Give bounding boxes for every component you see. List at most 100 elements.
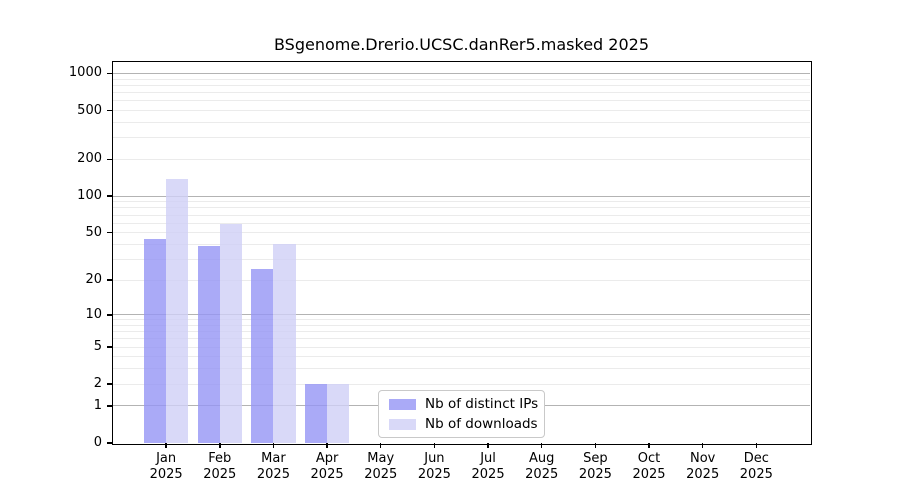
gridline-minor <box>113 78 810 80</box>
gridline-minor <box>113 258 810 260</box>
y-tick-mark <box>106 383 112 385</box>
x-tick-label: Feb 2025 <box>188 451 252 483</box>
x-tick-label-month: May <box>367 451 395 466</box>
x-tick-label-year: 2025 <box>310 467 344 482</box>
gridline-minor <box>113 232 810 234</box>
x-tick-label: Mar 2025 <box>241 451 305 483</box>
x-tick-mark <box>594 443 597 448</box>
bar-jan-downloads <box>166 179 189 443</box>
x-tick-mark <box>648 443 650 448</box>
x-tick-label-month: Oct <box>637 451 661 466</box>
x-tick-label-month: Dec <box>743 451 769 466</box>
x-tick-label-month: Jan <box>156 451 177 466</box>
y-tick-mark <box>106 72 112 75</box>
gridline-major <box>113 72 810 74</box>
x-tick-mark <box>755 443 758 448</box>
x-tick-label-month: Nov <box>689 451 716 466</box>
x-tick-label: Jun 2025 <box>402 451 466 483</box>
x-tick-label-year: 2025 <box>632 467 666 482</box>
x-tick-label-month: Aug <box>529 451 555 466</box>
gridline-minor <box>113 324 810 326</box>
gridline-minor <box>113 92 810 94</box>
y-tick-label: 50 <box>85 224 102 240</box>
y-tick-label: 200 <box>77 151 102 167</box>
y-tick-label: 5 <box>93 339 102 355</box>
y-tick-label: 100 <box>77 188 102 204</box>
y-tick-mark <box>106 405 112 407</box>
gridline-major <box>113 314 810 316</box>
x-tick-label: May 2025 <box>349 451 413 483</box>
x-tick-label-year: 2025 <box>364 467 398 482</box>
x-tick-mark <box>379 443 382 448</box>
x-tick-label-year: 2025 <box>578 467 612 482</box>
x-tick-mark <box>701 443 704 448</box>
x-tick-label-year: 2025 <box>525 467 559 482</box>
y-tick-mark <box>106 231 112 234</box>
x-tick-label-month: Jun <box>424 451 445 466</box>
x-tick-label-year: 2025 <box>256 467 290 482</box>
x-tick-label-year: 2025 <box>471 467 505 482</box>
x-tick-mark <box>433 443 436 448</box>
gridline-minor <box>113 110 810 111</box>
x-tick-label-month: Sep <box>583 451 608 466</box>
gridline-minor <box>113 319 810 321</box>
gridline-minor <box>113 356 810 358</box>
gridline-minor <box>113 338 810 340</box>
y-tick-mark <box>106 279 112 281</box>
y-tick-label: 0 <box>93 435 102 450</box>
y-tick-label: 500 <box>77 102 102 118</box>
y-tick-label: 10 <box>85 306 102 322</box>
bar-apr-ips <box>304 384 328 443</box>
bar-feb-downloads <box>219 224 243 443</box>
gridline-minor <box>113 331 810 333</box>
x-tick-label: Nov 2025 <box>671 451 735 483</box>
x-tick-mark <box>487 443 489 448</box>
legend-row-distinct-ips: Nb of distinct IPs <box>389 396 538 412</box>
gridline-minor <box>113 243 810 245</box>
y-tick-label: 1000 <box>68 65 102 81</box>
x-tick-label: Aug 2025 <box>510 451 574 483</box>
legend-label-distinct-ips: Nb of distinct IPs <box>425 396 539 412</box>
bar-mar-downloads <box>273 244 296 443</box>
gridline-minor <box>113 100 810 102</box>
x-tick-label-year: 2025 <box>739 467 773 482</box>
gridline-minor <box>113 207 810 209</box>
gridline-minor <box>113 279 810 281</box>
x-tick-label-month: Jul <box>480 451 496 466</box>
y-tick-mark <box>106 346 112 348</box>
legend-row-downloads: Nb of downloads <box>389 416 538 432</box>
y-tick-label: 2 <box>93 376 102 392</box>
bar-apr-downloads <box>327 384 350 443</box>
x-tick-mark <box>219 443 221 448</box>
x-tick-mark <box>540 443 543 448</box>
bar-mar-ips <box>251 268 274 443</box>
x-tick-label-month: Mar <box>261 451 286 466</box>
y-tick-mark <box>106 158 112 161</box>
legend: Nb of distinct IPs Nb of downloads <box>378 390 545 438</box>
x-tick-mark <box>272 443 275 448</box>
gridline-minor <box>113 84 810 86</box>
legend-swatch-downloads <box>389 418 416 430</box>
x-tick-label-year: 2025 <box>149 467 183 482</box>
plot-area: 0 1 2 5 10 20 50 100 200 500 1000 Jan 2025 Feb 2025 Mar… <box>69 60 812 482</box>
x-tick-mark <box>165 443 167 448</box>
x-tick-label: Jul 2025 <box>456 451 520 483</box>
x-tick-label: Dec 2025 <box>724 451 788 483</box>
chart-title: BSgenome.Drerio.UCSC.danRer5.masked 2025 <box>273 35 649 54</box>
legend-swatch-distinct-ips <box>389 398 416 410</box>
gridline-minor <box>113 346 810 348</box>
gridline-minor <box>113 222 810 224</box>
legend-label-downloads: Nb of downloads <box>425 416 538 432</box>
gridline-major <box>113 195 810 197</box>
x-tick-label: Jan 2025 <box>134 451 198 483</box>
x-tick-label: Oct 2025 <box>617 451 681 483</box>
bar-jan-ips <box>143 239 167 443</box>
x-tick-label: Apr 2025 <box>295 451 359 483</box>
y-tick-label: 20 <box>85 272 102 288</box>
y-tick-label: 1 <box>93 397 102 413</box>
x-tick-label-month: Feb <box>208 451 232 466</box>
x-tick-label: Sep 2025 <box>563 451 627 483</box>
x-tick-label-year: 2025 <box>203 467 237 482</box>
x-tick-label-year: 2025 <box>686 467 720 482</box>
y-tick-mark <box>106 442 112 444</box>
